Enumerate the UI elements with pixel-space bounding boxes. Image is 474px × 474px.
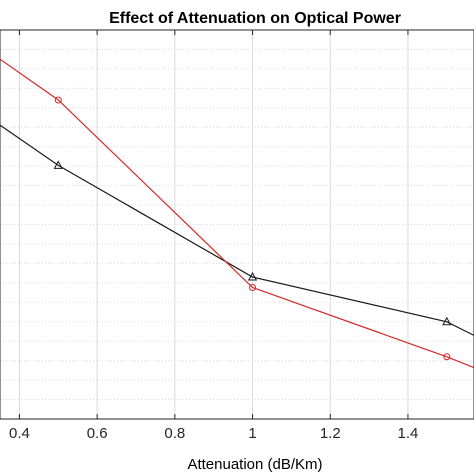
plot-frame	[0, 29, 474, 420]
x-tick-label: 0.4	[9, 425, 30, 442]
series-line	[0, 58, 474, 369]
data-point-triangle	[53, 160, 63, 169]
data-point-circle	[54, 96, 62, 104]
x-ticks: 0.4 0.6 0.8 1 1.2 1.4	[9, 30, 418, 442]
data-point-triangle	[442, 316, 452, 326]
marker-layer	[53, 96, 452, 361]
data-point-triangle	[247, 271, 258, 281]
x-axis-label: Attenuation (dB/Km)	[187, 456, 322, 473]
data-point-circle	[249, 284, 257, 292]
grid	[0, 30, 474, 419]
x-tick-label: 0.8	[164, 425, 185, 442]
chart-title: Effect of Attenuation on Optical Power	[109, 10, 401, 27]
x-tick-label: 1.2	[320, 425, 341, 442]
x-tick-label: 1.4	[398, 425, 419, 442]
x-tick-label: 0.6	[87, 425, 108, 442]
data-point-circle	[443, 353, 451, 361]
series-line	[0, 124, 474, 337]
series-layer	[0, 58, 474, 369]
x-tick-label: 1	[248, 425, 256, 442]
